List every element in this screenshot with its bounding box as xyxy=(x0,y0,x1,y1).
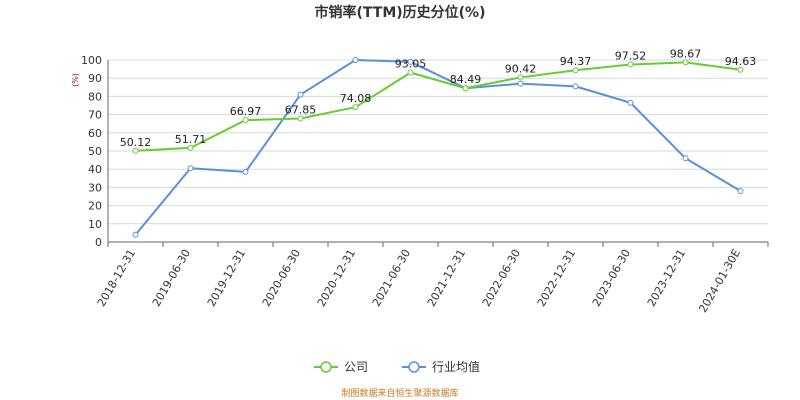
y-tick-label: 20 xyxy=(88,200,102,213)
legend-label: 公司 xyxy=(344,360,368,374)
data-label: 93.05 xyxy=(395,58,427,71)
data-point xyxy=(132,147,139,154)
y-tick-label: 80 xyxy=(88,90,102,103)
x-tick-label: 2018-12-31 xyxy=(95,247,138,309)
x-tick-label: 2019-12-31 xyxy=(205,247,248,309)
y-tick-label: 10 xyxy=(88,218,102,231)
x-tick-label: 2020-06-30 xyxy=(260,247,303,309)
data-point xyxy=(627,61,634,68)
y-tick-label: 40 xyxy=(88,163,102,176)
y-tick-label: 90 xyxy=(88,72,102,85)
data-labels: 50.12 51.71 66.97 67.85 74.08 93.05 84.49 90.42… xyxy=(120,47,757,148)
y-tick-label: 50 xyxy=(88,145,102,158)
x-tick-label: 2019-06-30 xyxy=(150,247,193,309)
chart-title: 市销率(TTM)历史分位(%) xyxy=(315,4,486,21)
legend-swatch-marker xyxy=(408,361,420,373)
y-tick-label: 70 xyxy=(88,109,102,122)
data-point xyxy=(242,168,249,175)
data-point xyxy=(737,66,744,73)
data-label: 74.08 xyxy=(340,92,372,105)
series-line xyxy=(135,61,741,152)
data-label: 94.37 xyxy=(560,55,592,68)
series-line xyxy=(134,59,742,236)
y-tick-label: 100 xyxy=(81,54,102,67)
data-label: 94.63 xyxy=(725,55,757,68)
x-tick-label: 2021-12-31 xyxy=(425,247,468,309)
axes: 0 10 20 30 40 50 60 70 80 90 100 2018-12-31 2019-06-… xyxy=(81,54,769,315)
data-point xyxy=(407,69,414,76)
data-point xyxy=(297,91,304,98)
data-point xyxy=(407,58,414,65)
data-label: 50.12 xyxy=(120,136,152,149)
y-tick-label: 0 xyxy=(95,236,102,249)
data-point xyxy=(352,104,359,111)
data-point xyxy=(187,165,194,172)
legend-swatch-marker xyxy=(320,361,332,373)
data-label: 51.71 xyxy=(175,133,207,146)
x-tick-label: 2022-12-31 xyxy=(535,247,578,309)
x-tick-label: 2023-06-30 xyxy=(590,247,633,309)
data-point xyxy=(132,231,139,238)
data-point xyxy=(517,74,524,81)
data-point xyxy=(572,67,579,74)
series-layer xyxy=(132,57,744,238)
data-label: 66.97 xyxy=(230,105,262,118)
legend-item: 行业均值 xyxy=(402,359,480,374)
data-label: 97.52 xyxy=(615,50,647,63)
data-label: 84.49 xyxy=(450,73,482,86)
source-note: 制图数据来自恒生聚源数据库 xyxy=(341,387,458,399)
data-point xyxy=(627,99,634,106)
data-point xyxy=(572,83,579,90)
data-point xyxy=(682,155,689,162)
data-point xyxy=(187,144,194,151)
legend-label: 行业均值 xyxy=(432,359,480,374)
data-point xyxy=(462,85,469,92)
legend-item: 公司 xyxy=(314,360,368,374)
x-tick-label: 2023-12-31 xyxy=(645,247,688,309)
x-tick-label: 2021-06-30 xyxy=(370,247,413,309)
x-tick-label: 2024-01-30E xyxy=(696,247,743,315)
data-point xyxy=(352,57,359,63)
y-unit-label: (%) xyxy=(71,73,80,87)
data-point xyxy=(242,117,249,124)
x-tick-label: 2020-12-31 xyxy=(315,247,358,309)
data-label: 67.85 xyxy=(285,104,317,117)
data-point xyxy=(737,188,744,195)
data-label: 90.42 xyxy=(505,62,537,75)
data-point xyxy=(517,80,524,87)
data-point xyxy=(682,59,689,66)
data-label: 98.67 xyxy=(670,47,702,60)
x-tick-label: 2022-06-30 xyxy=(480,247,523,309)
y-tick-label: 30 xyxy=(88,181,102,194)
legend: 公司 行业均值 xyxy=(314,359,480,374)
y-tick-label: 60 xyxy=(88,127,102,140)
data-point xyxy=(297,115,304,122)
